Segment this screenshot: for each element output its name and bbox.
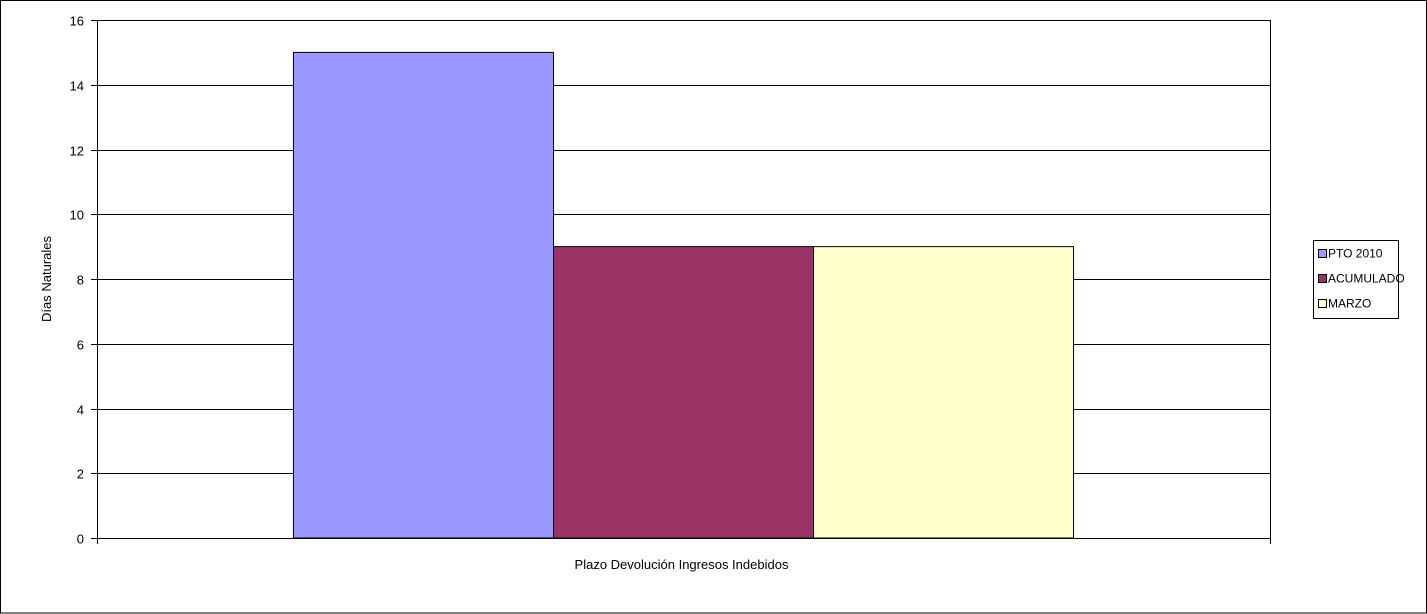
legend-swatch-2 [1318,299,1327,308]
legend-label-0: PTO 2010 [1328,247,1383,261]
legend-swatch-1 [1318,274,1327,283]
y-tick-label-12: 12 [70,144,84,159]
gridlines [97,20,1270,474]
y-tick-label-10: 10 [70,208,84,223]
bar-acumulado [552,246,815,539]
y-tick-label-0: 0 [77,532,84,547]
legend-box [1313,240,1399,319]
x-axis-title: Plazo Devolución Ingresos Indebidos [575,557,789,572]
y-tick-label-6: 6 [77,338,84,353]
legend-label-2: MARZO [1328,297,1371,311]
bars [292,51,1075,539]
y-axis-title: Días Naturales [39,236,54,322]
y-tick-label-16: 16 [70,14,84,29]
bar-pto-2010 [292,51,554,539]
legend-swatch-0 [1318,249,1327,258]
y-tick-label-4: 4 [77,403,84,418]
y-tick-labels: 0 2 4 6 8 10 12 14 16 [70,14,84,547]
axes [91,20,1271,544]
bar-marzo [813,246,1075,539]
legend-label-1: ACUMULADO [1328,272,1405,286]
y-tick-label-8: 8 [77,273,84,288]
legend: PTO 2010 ACUMULADO MARZO [1313,240,1405,319]
y-tick-label-2: 2 [77,467,84,482]
y-tick-label-14: 14 [70,79,84,94]
